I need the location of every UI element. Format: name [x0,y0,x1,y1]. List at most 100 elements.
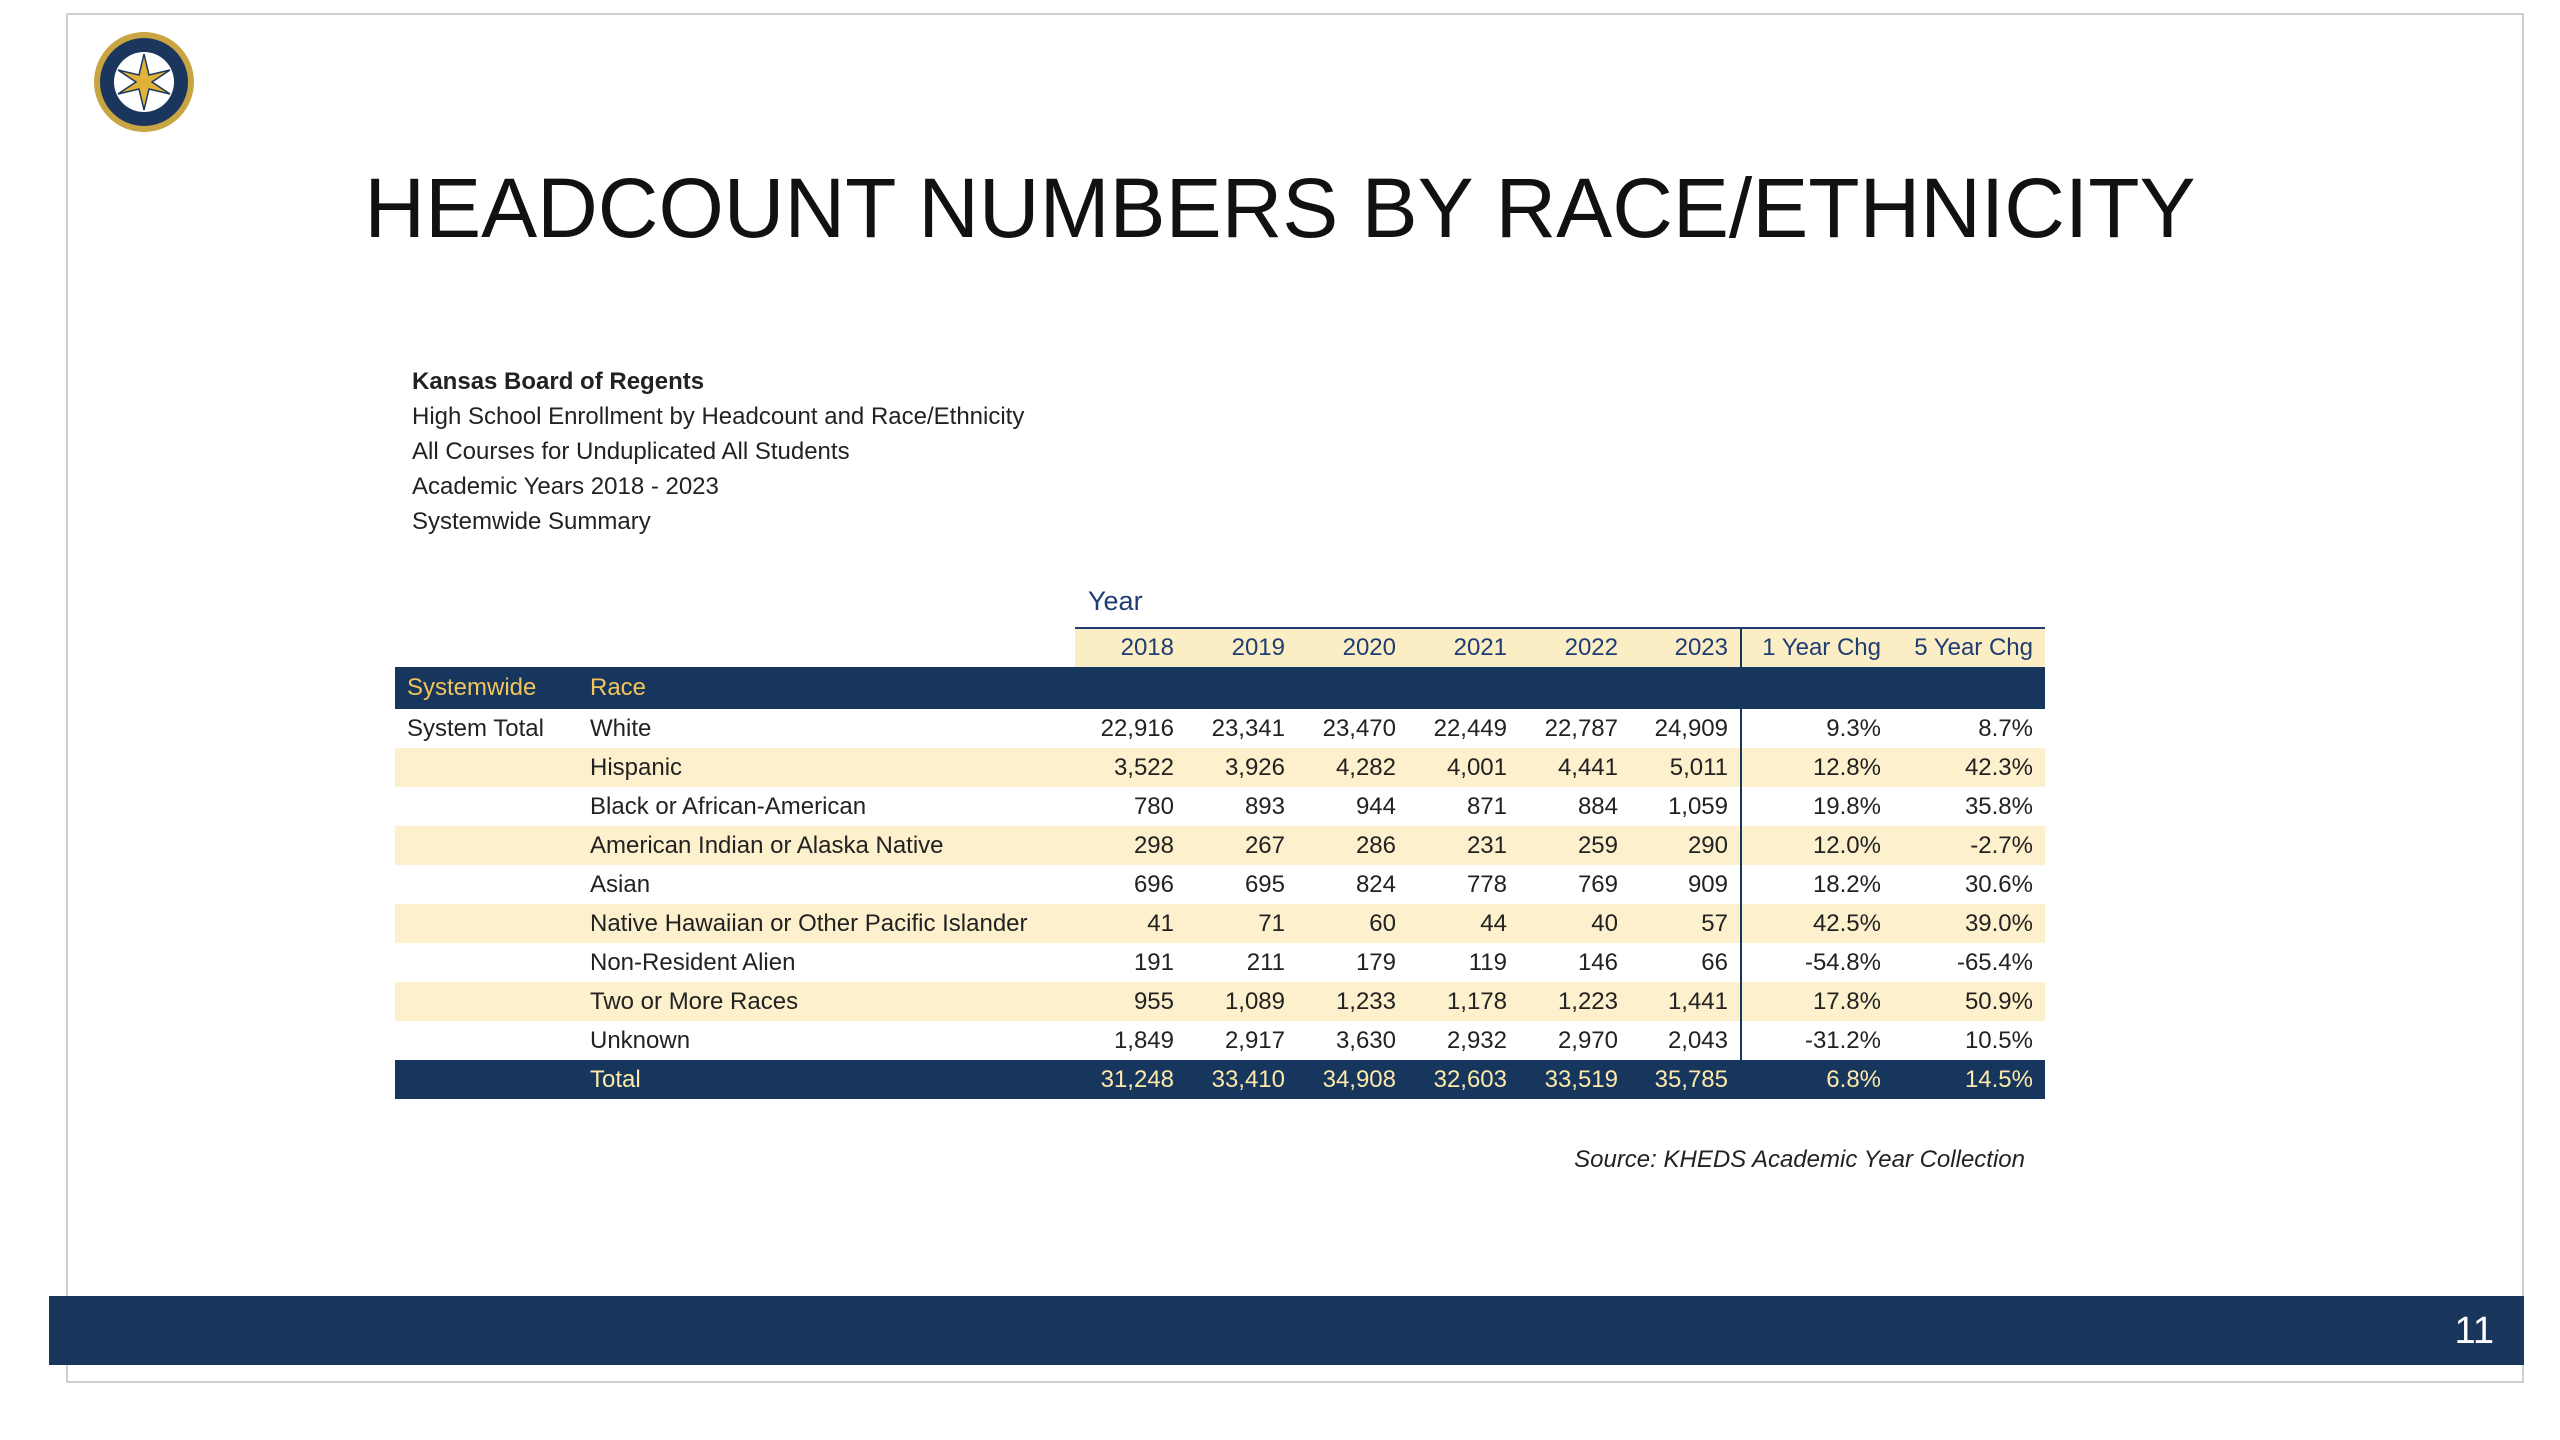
value-cell: 5,011 [1630,748,1741,787]
value-cell: 780 [1133,792,1174,820]
value-cell: 2,043 [1667,1026,1728,1054]
blank-cell [1075,667,1186,709]
group-header-row: Systemwide Race [395,667,2045,709]
value-cell: 146 [1577,948,1618,976]
value-cell: 4,441 [1519,748,1630,787]
value-cell: 44 [1408,904,1519,943]
value-cell: 4,001 [1408,748,1519,787]
race-cell: Hispanic [578,748,1075,787]
logo [94,32,194,132]
value-cell: 1,059 [1667,792,1728,820]
organization: Kansas Board of Regents [412,368,705,395]
data-row: Hispanic 3,522 3,926 4,282 4,001 4,441 5,011 12… [395,748,2045,787]
value-cell: 871 [1466,792,1507,820]
race-cell: White [590,714,652,742]
value-cell: 10.5% [1964,1026,2033,1054]
race-cell: Non-Resident Alien [590,948,796,976]
value-cell: 12.8% [1740,748,1893,787]
value-cell: 2,970 [1557,1026,1618,1054]
value-cell: 231 [1408,826,1519,865]
value-cell: 8.7% [1978,714,2033,742]
value-cell: 2,917 [1224,1026,1285,1054]
value-cell: 33,519 [1519,1060,1630,1099]
value-cell: 42.3% [1893,748,2045,787]
column-header: 2018 [1075,627,1186,667]
value-cell: 778 [1466,870,1507,898]
data-row: American Indian or Alaska Native 298 267 28… [395,826,2045,865]
report-line: Academic Years 2018 - 2023 [412,473,719,500]
value-cell: 31,248 [1075,1060,1186,1099]
data-row: Two or More Races 955 1,089 1,233 1,178 1,223… [395,982,2045,1021]
value-cell: 23,470 [1322,714,1396,742]
group-cell [395,748,578,787]
data-table: 2018 2019 2020 2021 2022 2023 1 Year Chg 5 Year… [395,627,2045,1099]
value-cell: -54.8% [1740,943,1893,982]
report-line: Systemwide Summary [412,508,651,535]
report-line: High School Enrollment by Headcount and … [412,403,1025,430]
value-cell: 6.8% [1740,1060,1893,1099]
value-cell: 298 [1075,826,1186,865]
data-row: Unknown 1,849 2,917 3,630 2,932 2,970 2,043 -31… [395,1021,2045,1060]
value-cell: 955 [1075,982,1186,1021]
source-note: Source: KHEDS Academic Year Collection [1574,1146,2025,1173]
value-cell: 267 [1186,826,1297,865]
value-cell: 893 [1244,792,1285,820]
value-cell: 22,787 [1544,714,1618,742]
column-header: 2019 [1186,627,1297,667]
value-cell: 30.6% [1964,870,2033,898]
value-cell: 40 [1519,904,1630,943]
value-cell: 2,932 [1446,1026,1507,1054]
value-cell: 3,926 [1186,748,1297,787]
race-cell: Native Hawaiian or Other Pacific Islande… [578,904,1075,943]
value-cell: 119 [1468,948,1507,976]
value-cell: 24,909 [1654,714,1728,742]
group-cell [395,787,578,826]
value-cell: 191 [1133,948,1174,976]
value-cell: 909 [1687,870,1728,898]
group-header: Race [578,667,1075,709]
group-cell [395,865,578,904]
column-header: 2022 [1519,627,1630,667]
value-cell: 50.9% [1893,982,2045,1021]
blank-cell [1297,667,1408,709]
value-cell: 12.0% [1740,826,1893,865]
column-header: 5 Year Chg [1893,627,2045,667]
value-cell: 259 [1519,826,1630,865]
value-cell: 1,849 [1113,1026,1174,1054]
value-cell: 71 [1186,904,1297,943]
data-row: System Total White 22,916 23,341 23,470 22,44… [395,709,2045,748]
value-cell: 4,282 [1297,748,1408,787]
report-line: All Courses for Unduplicated All Student… [412,438,850,465]
slide-frame [66,13,2524,1383]
value-cell: 60 [1297,904,1408,943]
group-cell: System Total [407,714,544,742]
value-cell: 39.0% [1893,904,2045,943]
value-cell: 1,089 [1186,982,1297,1021]
blank-cell [578,628,1075,667]
report-info: Kansas Board of Regents High School Enro… [412,364,1024,539]
value-cell: 34,908 [1297,1060,1408,1099]
blank-cell [1630,667,1741,709]
data-row: Native Hawaiian or Other Pacific Islande… [395,904,2045,943]
race-cell: Two or More Races [578,982,1075,1021]
blank-cell [1519,667,1630,709]
value-cell: 17.8% [1740,982,1893,1021]
value-cell: 22,449 [1433,714,1507,742]
value-cell: 66 [1701,948,1728,976]
group-cell [395,826,578,865]
value-cell: 35.8% [1964,792,2033,820]
value-cell: -31.2% [1740,1021,1893,1060]
value-cell: 3,522 [1075,748,1186,787]
value-cell: 944 [1355,792,1396,820]
footer-bar: 11 [49,1296,2524,1365]
value-cell: 9.3% [1740,709,1893,748]
value-cell: 23,341 [1211,714,1285,742]
value-cell: 3,630 [1335,1026,1396,1054]
race-cell: Unknown [590,1026,691,1054]
value-cell: 1,178 [1408,982,1519,1021]
value-cell: 696 [1133,870,1174,898]
value-cell: 824 [1355,870,1396,898]
blank-cell [395,1060,578,1099]
value-cell: 1,441 [1630,982,1741,1021]
